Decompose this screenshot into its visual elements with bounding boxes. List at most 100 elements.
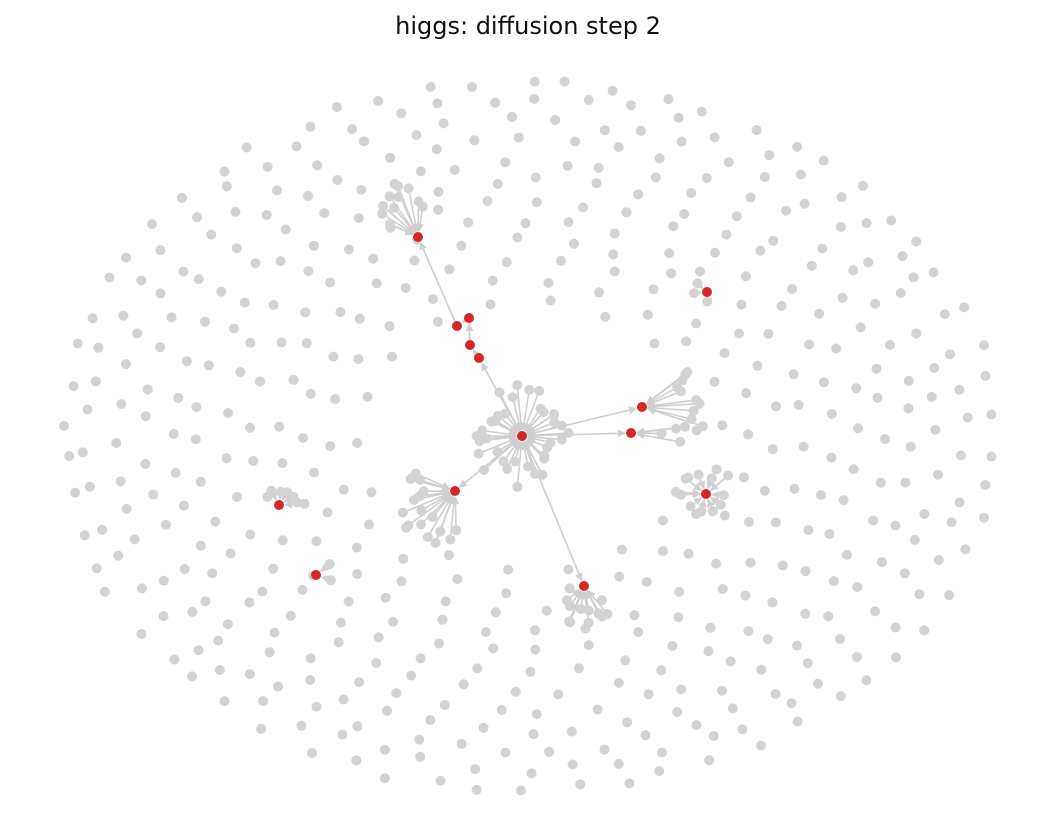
inactive-node [727,703,738,714]
inactive-node [338,694,349,705]
inactive-node [539,453,550,464]
inactive-node [219,166,230,177]
inactive-node [219,696,230,707]
inactive-node [593,162,604,173]
active-node [452,321,462,331]
inactive-node [396,108,407,119]
inactive-node [271,185,282,196]
inactive-node [299,498,310,509]
inactive-node [863,257,874,268]
inactive-node [650,172,661,183]
inactive-node [319,208,330,219]
inactive-node [526,768,537,779]
inactive-node [715,499,726,510]
inactive-node [911,328,922,339]
inactive-node [500,747,511,758]
inactive-node [717,420,728,431]
inactive-node [155,342,166,353]
inactive-node [899,568,910,579]
inactive-node [191,402,202,413]
inactive-node [400,282,411,293]
inactive-node [683,548,694,559]
inactive-node [835,691,846,702]
inactive-node [132,328,143,339]
inactive-node [767,444,778,455]
background-node-layer [59,76,997,796]
inactive-node [445,534,456,545]
inactive-node [656,665,667,676]
inactive-node [529,94,540,104]
inactive-node [353,213,364,224]
inactive-node [926,391,937,402]
inactive-node [688,405,699,416]
inactive-node [680,473,691,484]
active-node [465,340,475,350]
inactive-node [192,212,202,223]
inactive-node [325,441,336,452]
inactive-node [469,135,480,146]
inactive-node [311,536,322,547]
inactive-node [675,386,686,397]
inactive-node [471,784,482,795]
inactive-node [178,500,189,511]
inactive-node [723,470,734,481]
inactive-node [121,503,132,514]
inactive-node [792,141,803,152]
inactive-node [322,507,333,518]
inactive-node [425,82,436,92]
inactive-node [280,224,291,235]
inactive-node [608,249,619,260]
inactive-node [470,764,481,775]
inactive-node [905,441,916,452]
inactive-node [944,590,955,601]
inactive-node [307,747,317,758]
inactive-node [458,679,469,690]
inactive-node [885,339,895,350]
inactive-node [356,184,367,195]
inactive-node [245,422,255,433]
inactive-node [113,550,124,561]
inactive-node [903,403,914,414]
inactive-node [176,192,187,203]
inactive-node [980,370,991,381]
inactive-node [613,142,624,153]
active-node [464,313,474,323]
inactive-node [261,210,272,220]
inactive-node [335,617,346,628]
inactive-node [929,362,940,373]
inactive-node [241,142,252,153]
inactive-node [743,517,754,527]
inactive-node [285,610,296,621]
inactive-node [980,480,991,490]
inactive-node [696,106,707,117]
inactive-node [792,640,802,651]
inactive-node [667,640,678,651]
inactive-node [664,248,675,259]
inactive-node [111,438,122,448]
inactive-node [501,257,512,268]
inactive-node [232,491,242,502]
inactive-node [148,489,159,500]
inactive-node [250,258,261,269]
inactive-node [607,85,618,96]
inactive-node [90,376,101,387]
inactive-node [564,616,575,627]
edge [458,435,523,488]
inactive-node [657,546,668,557]
active-node [474,353,484,363]
inactive-node [622,717,633,728]
inactive-node [488,643,499,654]
inactive-node [305,653,316,664]
inactive-node [427,512,438,522]
inactive-node [759,172,770,182]
inactive-node [614,571,625,582]
inactive-node [277,458,288,469]
inactive-node [213,635,224,646]
inactive-node [593,608,604,619]
inactive-node [567,759,578,770]
inactive-node [868,515,879,526]
inactive-node [549,417,560,428]
inactive-node [717,584,728,594]
inactive-node [681,336,692,347]
inactive-node [771,401,781,412]
